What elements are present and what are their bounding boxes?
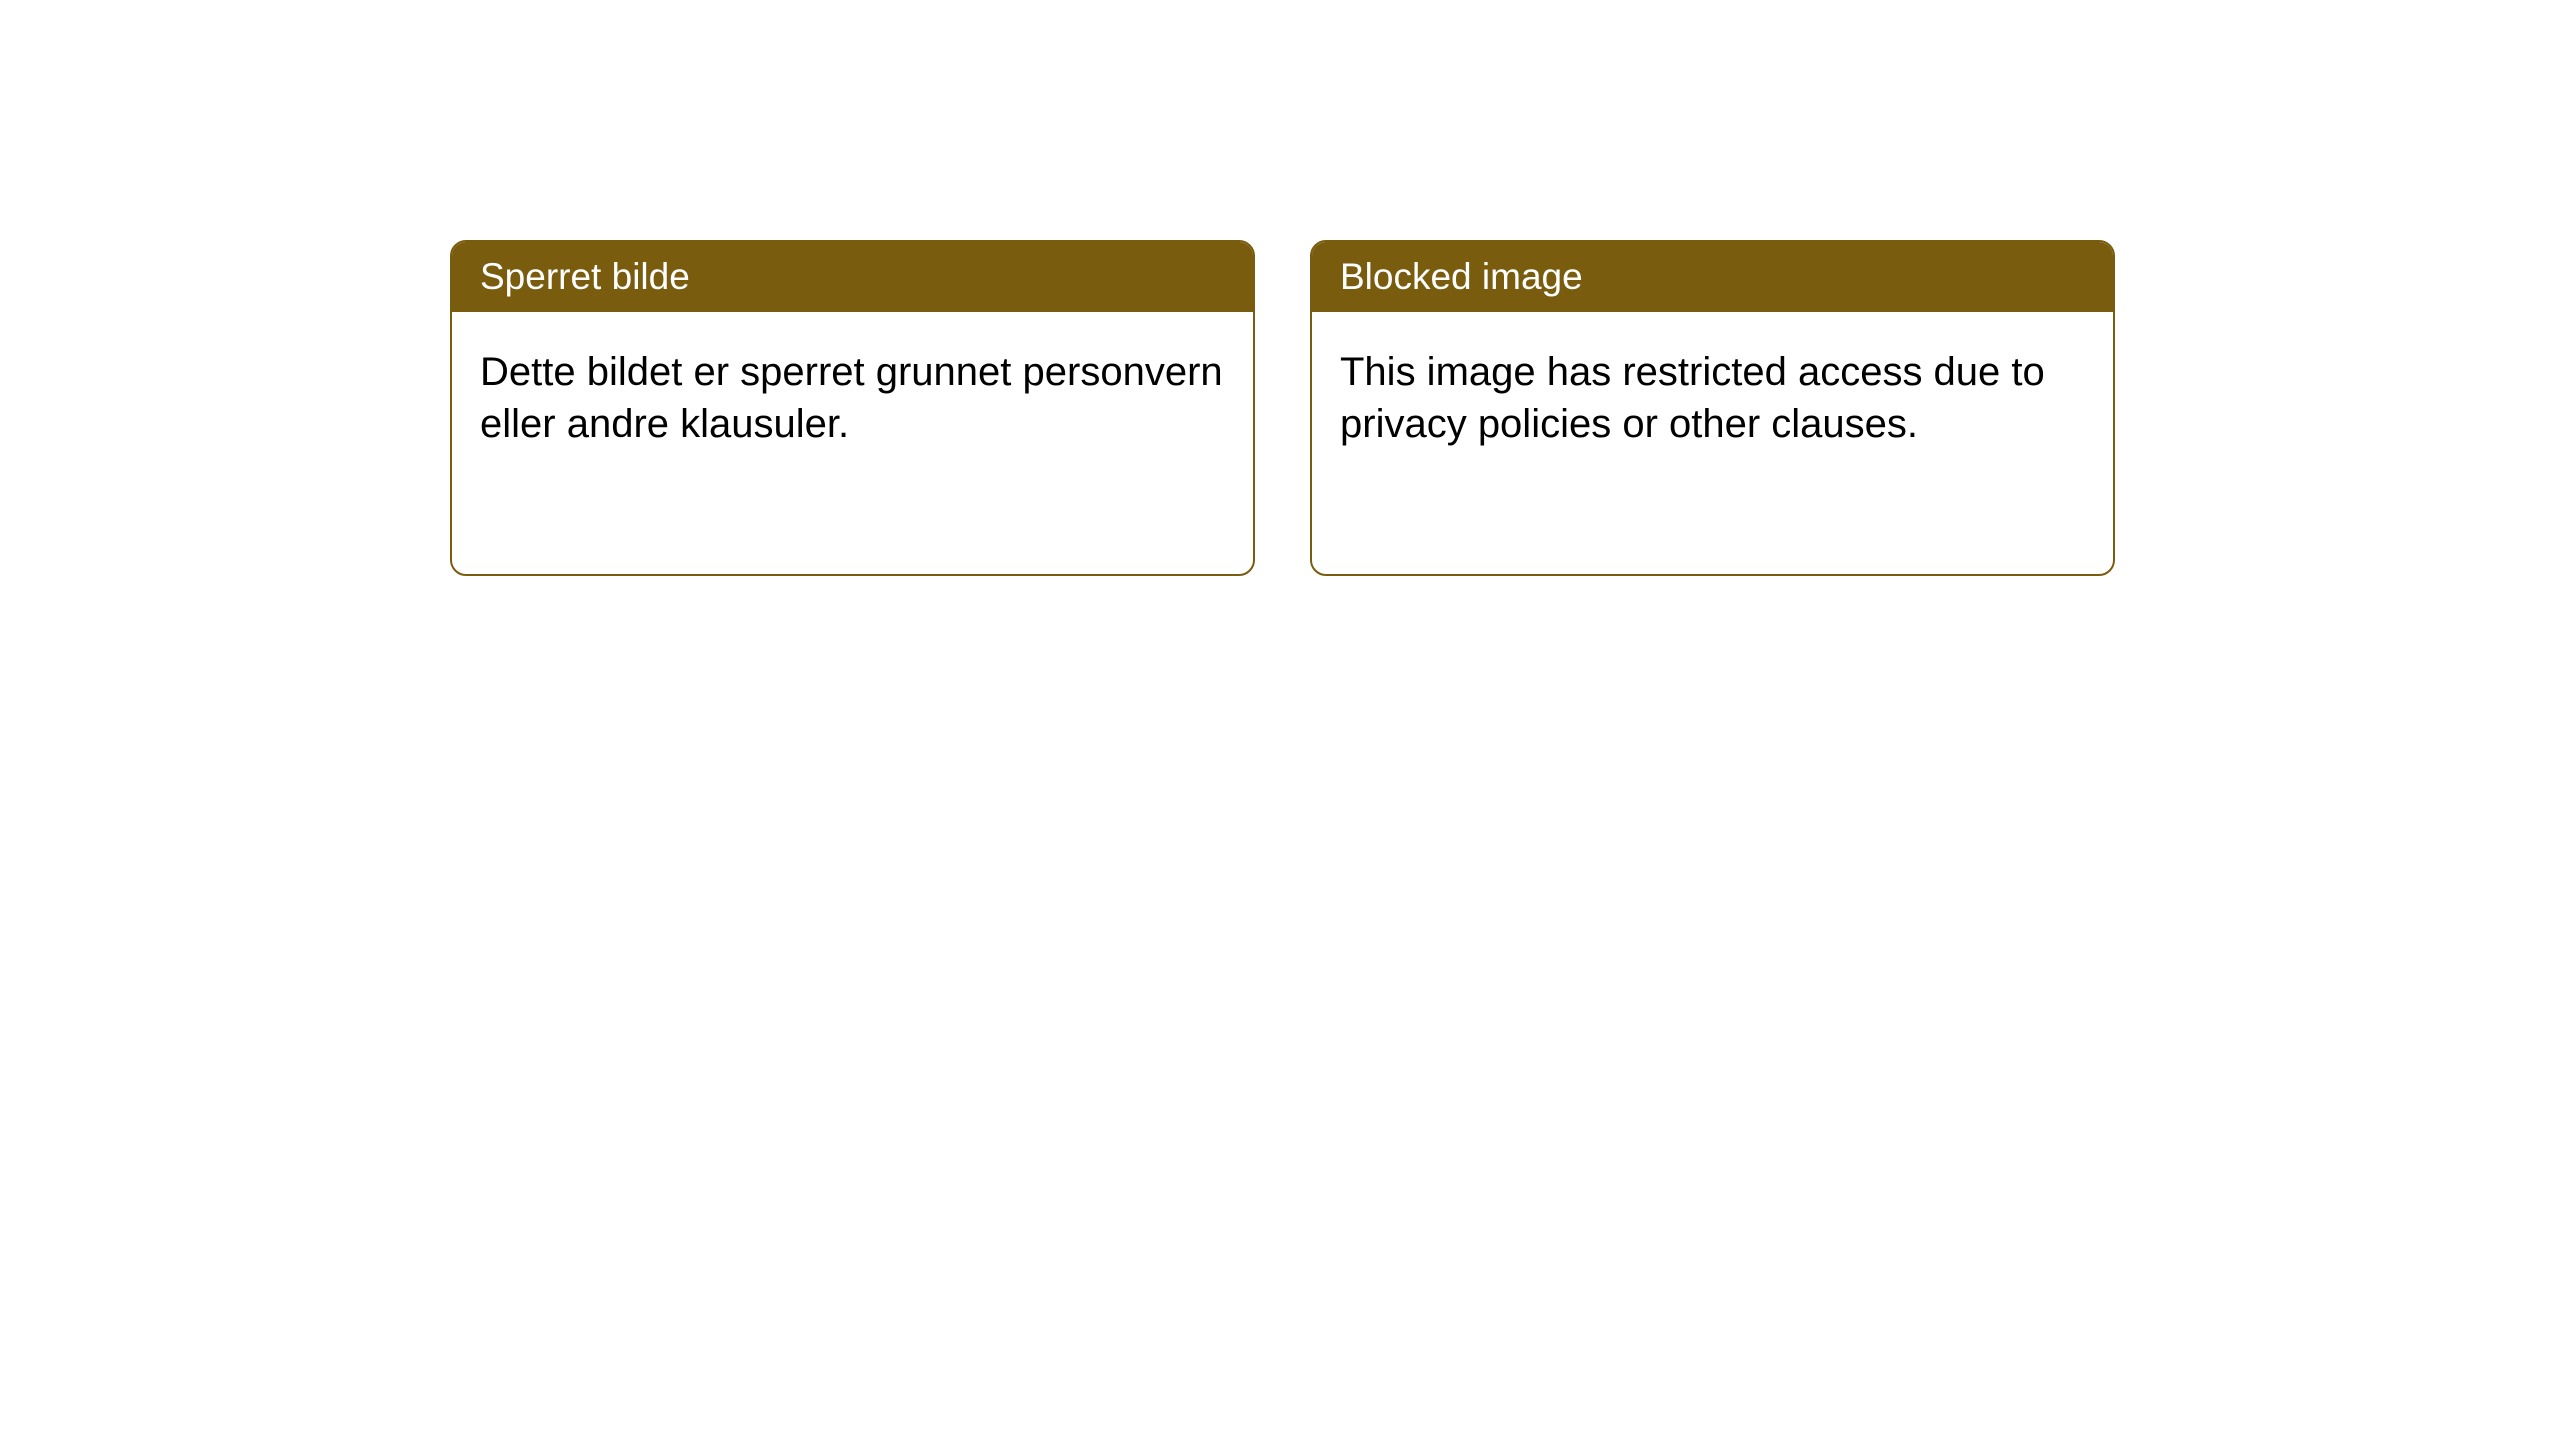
card-body: This image has restricted access due to … xyxy=(1312,312,2113,484)
card-norwegian: Sperret bilde Dette bildet er sperret gr… xyxy=(450,240,1255,576)
card-header: Sperret bilde xyxy=(452,242,1253,312)
card-english: Blocked image This image has restricted … xyxy=(1310,240,2115,576)
cards-container: Sperret bilde Dette bildet er sperret gr… xyxy=(450,240,2115,576)
card-header: Blocked image xyxy=(1312,242,2113,312)
card-body: Dette bildet er sperret grunnet personve… xyxy=(452,312,1253,484)
